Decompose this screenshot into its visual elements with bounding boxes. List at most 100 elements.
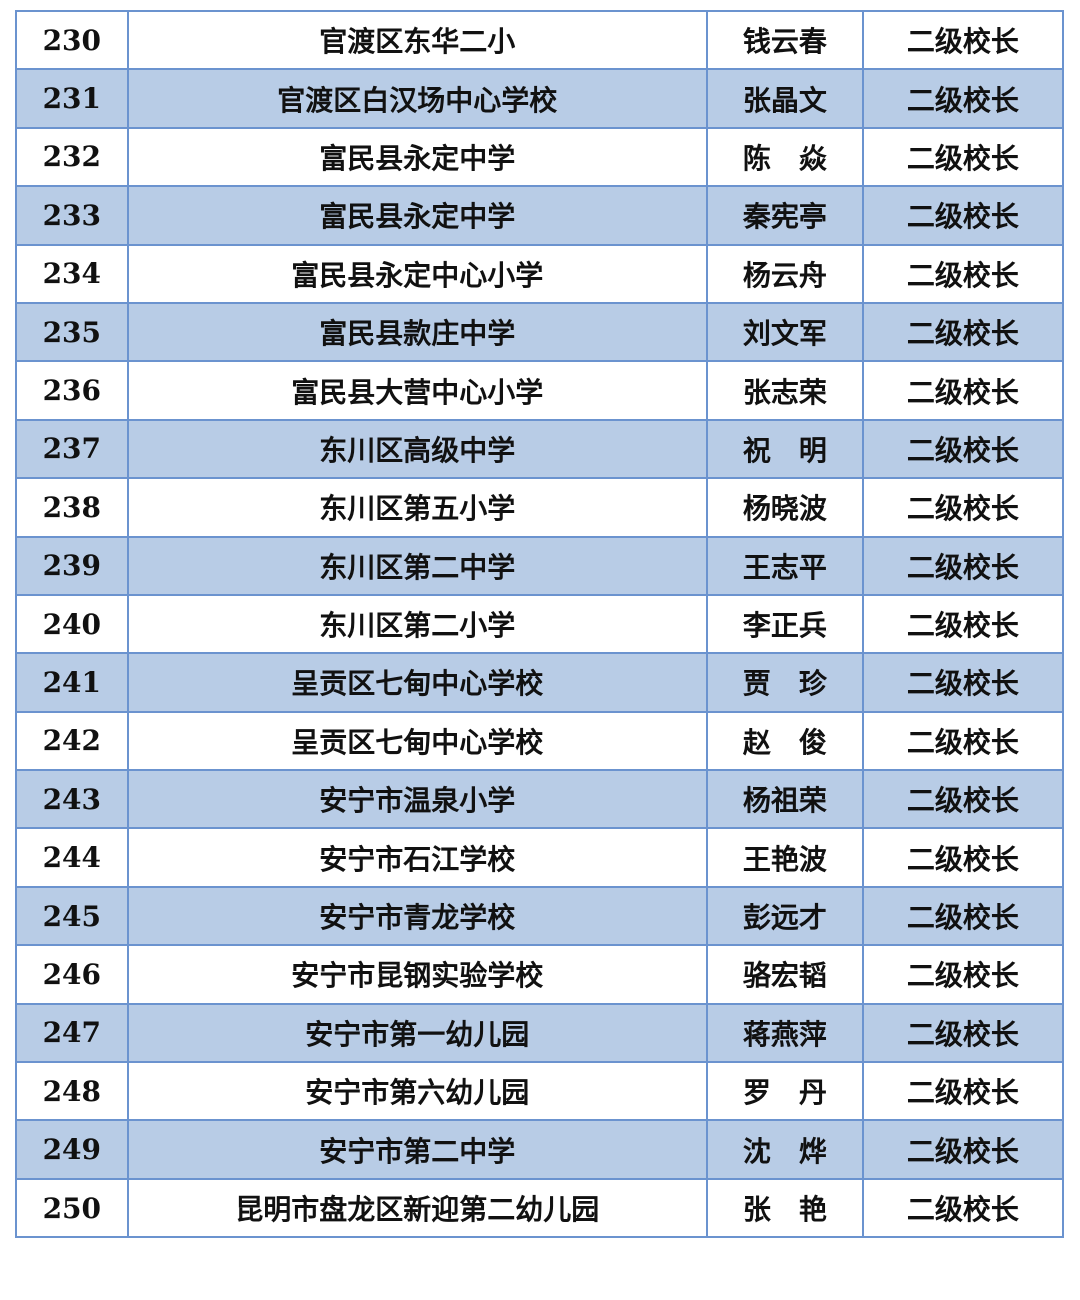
person-name: 张志荣 <box>705 360 864 421</box>
row-number: 236 <box>15 360 129 421</box>
row-number: 239 <box>15 535 129 596</box>
school-name: 富民县大营中心小学 <box>126 360 708 421</box>
table-row: 237 东川区高级中学祝 明二级校长 <box>15 418 1065 480</box>
row-number: 249 <box>15 1119 129 1180</box>
person-name: 罗 丹 <box>705 1061 864 1122</box>
row-number: 235 <box>15 301 129 363</box>
school-name: 安宁市昆钢实验学校 <box>126 944 708 1005</box>
table-row: 245 安宁市青龙学校 彭远才 二级校长 <box>15 885 1065 947</box>
person-name: 祝 明 <box>705 418 864 480</box>
title-level: 二级校长 <box>861 360 1065 421</box>
row-number: 246 <box>15 944 129 1005</box>
person-name: 钱云春 <box>705 9 864 71</box>
person-name: 刘文军 <box>705 301 864 363</box>
table-row: 246 安宁市昆钢实验学校 骆宏韬 二级校长 <box>15 944 1065 1005</box>
table-row: 236 富民县大营中心小学 张志荣 二级校长 <box>15 360 1065 421</box>
table-row: 244 安宁市石江学校 王艳波 二级校长 <box>15 827 1065 888</box>
title-level: 二级校长 <box>861 126 1065 188</box>
title-level: 二级校长 <box>861 9 1065 71</box>
person-name: 蒋燕萍 <box>705 1002 864 1064</box>
school-name: 昆明市盘龙区新迎第二幼儿园 <box>126 1177 708 1239</box>
person-name: 张晶文 <box>705 68 864 129</box>
title-level: 二级校长 <box>861 769 1065 830</box>
person-name: 秦宪亭 <box>705 185 864 246</box>
title-level: 二级校长 <box>861 418 1065 480</box>
row-number: 243 <box>15 769 129 830</box>
title-level: 二级校长 <box>861 1061 1065 1122</box>
person-name: 陈 焱 <box>705 126 864 188</box>
table-row: 230 官渡区东华二小 钱云春 二级校长 <box>15 9 1065 71</box>
row-number: 250 <box>15 1177 129 1239</box>
row-number: 240 <box>15 593 129 655</box>
table-row: 240 东川区第二小学 李正兵 二级校长 <box>15 593 1065 655</box>
person-name: 杨晓波 <box>705 477 864 538</box>
school-name: 东川区第二小学 <box>126 593 708 655</box>
table-body: 230 官渡区东华二小 钱云春 二级校长 231 官渡区白汉场中心学校 张晶文 二级校长 232… <box>15 9 1065 1239</box>
school-name: 东川区高级中学 <box>126 418 708 480</box>
person-name: 彭远才 <box>705 885 864 947</box>
person-name: 骆宏韬 <box>705 944 864 1005</box>
school-name: 东川区第五小学 <box>126 477 708 538</box>
school-name: 安宁市石江学校 <box>126 827 708 888</box>
row-number: 234 <box>15 243 129 304</box>
school-name: 官渡区白汉场中心学校 <box>126 68 708 129</box>
table-row: 231 官渡区白汉场中心学校 张晶文 二级校长 <box>15 68 1065 129</box>
table-row: 232 富民县永定中学陈 焱二级校长 <box>15 126 1065 188</box>
school-name: 呈贡区七甸中心学校 <box>126 710 708 772</box>
person-name: 沈 烨 <box>705 1119 864 1180</box>
school-name: 安宁市第一幼儿园 <box>126 1002 708 1064</box>
title-level: 二级校长 <box>861 827 1065 888</box>
title-level: 二级校长 <box>861 885 1065 947</box>
row-number: 244 <box>15 827 129 888</box>
person-name: 王志平 <box>705 535 864 596</box>
title-level: 二级校长 <box>861 593 1065 655</box>
school-name: 富民县永定中心小学 <box>126 243 708 304</box>
title-level: 二级校长 <box>861 652 1065 713</box>
school-name: 富民县永定中学 <box>126 185 708 246</box>
table-row: 247 安宁市第一幼儿园 蒋燕萍 二级校长 <box>15 1002 1065 1064</box>
school-name: 呈贡区七甸中心学校 <box>126 652 708 713</box>
title-level: 二级校长 <box>861 1119 1065 1180</box>
title-level: 二级校长 <box>861 68 1065 129</box>
table-row: 241 呈贡区七甸中心学校贾 珍二级校长 <box>15 652 1065 713</box>
title-level: 二级校长 <box>861 301 1065 363</box>
school-name: 安宁市青龙学校 <box>126 885 708 947</box>
table-row: 250 昆明市盘龙区新迎第二幼儿园张 艳二级校长 <box>15 1177 1065 1239</box>
row-number: 230 <box>15 9 129 71</box>
title-level: 二级校长 <box>861 1177 1065 1239</box>
table-row: 243 安宁市温泉小学 杨祖荣 二级校长 <box>15 769 1065 830</box>
table-row: 248 安宁市第六幼儿园罗 丹二级校长 <box>15 1061 1065 1122</box>
school-name: 东川区第二中学 <box>126 535 708 596</box>
title-level: 二级校长 <box>861 477 1065 538</box>
row-number: 241 <box>15 652 129 713</box>
title-level: 二级校长 <box>861 185 1065 246</box>
principal-list-table: 230 官渡区东华二小 钱云春 二级校长 231 官渡区白汉场中心学校 张晶文 二级校长 232… <box>15 9 1065 1239</box>
row-number: 245 <box>15 885 129 947</box>
row-number: 232 <box>15 126 129 188</box>
row-number: 231 <box>15 68 129 129</box>
table-row: 235 富民县款庄中学 刘文军 二级校长 <box>15 301 1065 363</box>
table-row: 238 东川区第五小学 杨晓波 二级校长 <box>15 477 1065 538</box>
person-name: 杨云舟 <box>705 243 864 304</box>
title-level: 二级校长 <box>861 243 1065 304</box>
row-number: 248 <box>15 1061 129 1122</box>
row-number: 233 <box>15 185 129 246</box>
row-number: 247 <box>15 1002 129 1064</box>
row-number: 237 <box>15 418 129 480</box>
table-row: 239 东川区第二中学 王志平 二级校长 <box>15 535 1065 596</box>
table-row: 233 富民县永定中学 秦宪亭 二级校长 <box>15 185 1065 246</box>
person-name: 贾 珍 <box>705 652 864 713</box>
table-row: 242 呈贡区七甸中心学校赵 俊二级校长 <box>15 710 1065 772</box>
title-level: 二级校长 <box>861 535 1065 596</box>
title-level: 二级校长 <box>861 710 1065 772</box>
person-name: 张 艳 <box>705 1177 864 1239</box>
person-name: 李正兵 <box>705 593 864 655</box>
school-name: 安宁市第六幼儿园 <box>126 1061 708 1122</box>
row-number: 242 <box>15 710 129 772</box>
person-name: 杨祖荣 <box>705 769 864 830</box>
title-level: 二级校长 <box>861 1002 1065 1064</box>
table-row: 234 富民县永定中心小学 杨云舟 二级校长 <box>15 243 1065 304</box>
title-level: 二级校长 <box>861 944 1065 1005</box>
school-name: 安宁市第二中学 <box>126 1119 708 1180</box>
row-number: 238 <box>15 477 129 538</box>
